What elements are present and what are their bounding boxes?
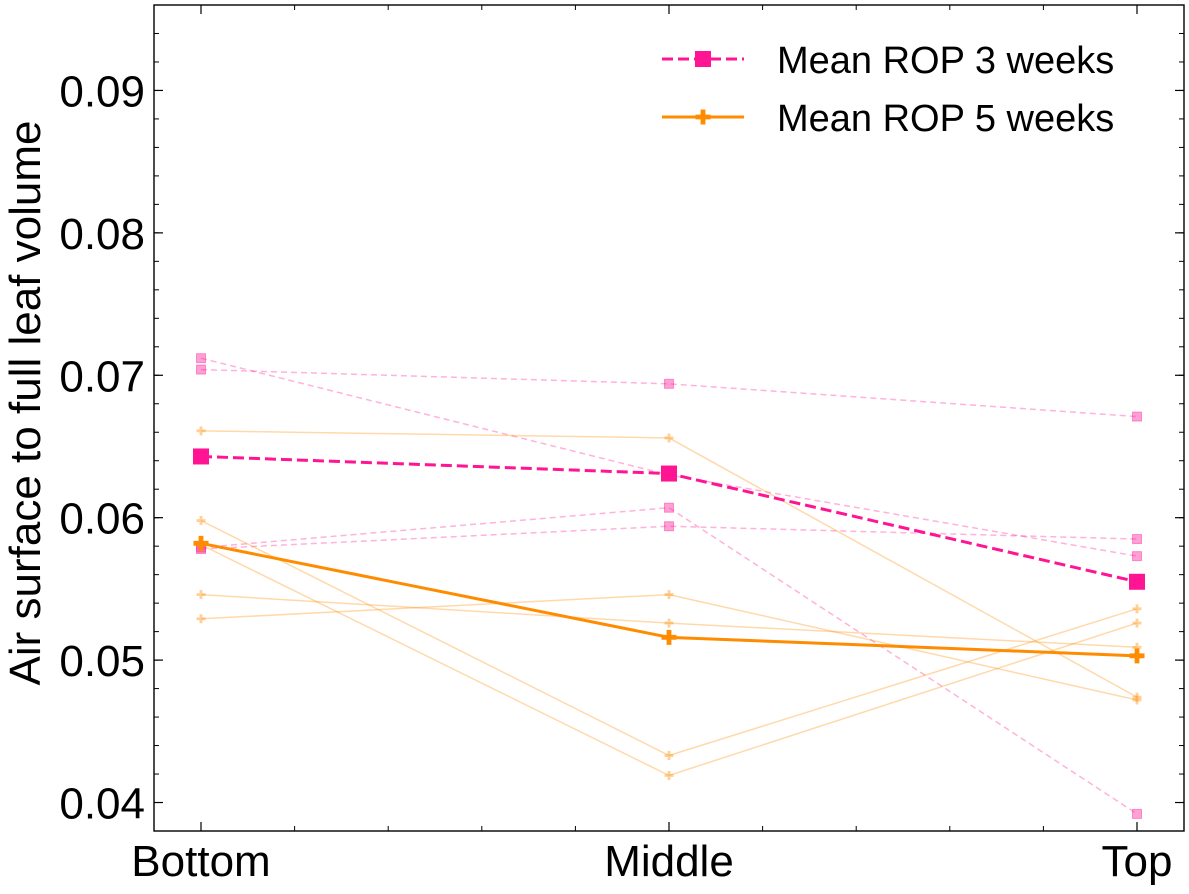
y-tick-label: 0.05: [59, 637, 145, 686]
legend-marker: [695, 109, 711, 125]
x-tick-label: Bottom: [131, 837, 270, 886]
individual-rop5-point: [664, 751, 674, 761]
individual-rop3-point: [196, 353, 206, 364]
individual-rop5-point: [1132, 618, 1142, 628]
legend-item-rop3: Mean ROP 3 weeks: [662, 40, 1114, 82]
y-tick-label: 0.08: [59, 210, 145, 259]
individual-rop5-point: [664, 433, 674, 443]
individual-rop5-line: [200, 593, 1138, 701]
individual-rop5-point: [196, 614, 206, 624]
individual-rop5-point: [196, 516, 206, 526]
individual-rop3-point: [1132, 411, 1142, 422]
x-tick-labels: Bottom Middle Top: [131, 837, 1172, 886]
individual-rop3-point: [664, 502, 674, 513]
x-tick-label: Middle: [604, 837, 734, 886]
y-tick-label: 0.09: [59, 67, 145, 116]
y-tick-label: 0.07: [59, 352, 145, 401]
individual-rop5-point: [664, 618, 674, 628]
individual-rop5-point: [664, 770, 674, 780]
y-tick-labels: 0.04 0.05 0.06 0.07 0.08 0.09: [59, 67, 145, 828]
legend: Mean ROP 3 weeks Mean ROP 5 weeks: [662, 40, 1114, 140]
mean-rop5-point: [1129, 648, 1145, 664]
individual-rop5-point: [1132, 695, 1142, 705]
individual-rop3-point: [664, 378, 674, 389]
y-tick-label: 0.06: [59, 495, 145, 544]
individual-rop3-point: [1132, 551, 1142, 562]
individual-rop3-point: [664, 521, 674, 532]
individual-rop5-point: [664, 590, 674, 600]
mean-rop3-point: [661, 465, 677, 482]
legend-label: Mean ROP 3 weeks: [777, 40, 1114, 82]
legend-marker: [695, 51, 711, 67]
individual-rop5-point: [1132, 642, 1142, 652]
mean-rop5-point: [661, 629, 677, 645]
individual-rop3-line: [200, 368, 1138, 418]
individual-rop5-point: [196, 590, 206, 600]
legend-item-rop5: Mean ROP 5 weeks: [662, 98, 1114, 140]
individual-rop3-point: [196, 364, 206, 375]
individual-series-layer: [196, 353, 1142, 819]
x-tick-label: Top: [1102, 837, 1173, 886]
individual-rop3-line: [200, 506, 1138, 815]
mean-rop3-point: [1129, 573, 1145, 590]
individual-rop5-point: [1132, 692, 1142, 702]
individual-rop5-line: [200, 519, 1138, 757]
individual-rop3-point: [1132, 808, 1142, 819]
individual-rop3-point: [1132, 534, 1142, 545]
individual-rop3-line: [200, 525, 1138, 550]
legend-label: Mean ROP 5 weeks: [777, 98, 1114, 140]
individual-rop5-point: [1132, 604, 1142, 614]
y-axis-title: Air surface to full leaf volume: [1, 121, 50, 686]
mean-rop5-point: [193, 535, 209, 551]
y-tick-label: 0.04: [59, 780, 145, 829]
individual-rop5-line: [200, 593, 1138, 649]
individual-rop5-line: [200, 430, 1138, 698]
individual-rop5-line: [200, 544, 1138, 777]
plot-frame: [153, 4, 1185, 832]
individual-rop5-point: [196, 426, 206, 436]
mean-rop3-point: [193, 448, 209, 465]
mean-series-layer: [193, 448, 1145, 664]
